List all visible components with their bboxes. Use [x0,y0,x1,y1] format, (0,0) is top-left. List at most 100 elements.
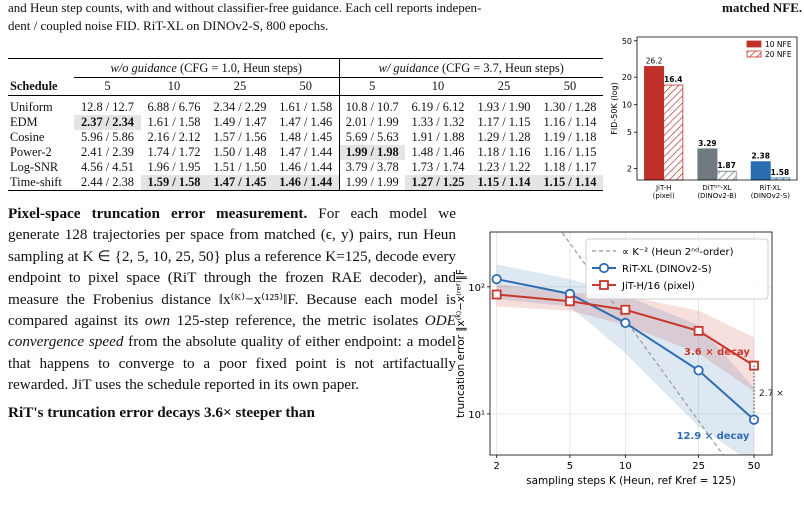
header-cell: 10 [141,77,207,96]
table-cell: 1.15 / 1.14 [471,174,537,190]
table-cell: 2.41 / 2.39 [80,144,134,159]
header-cell: 25 [471,77,537,96]
legend-label: RiT-XL (DINOv2-S) [622,264,712,275]
table-cell: 1.15 / 1.14 [537,174,603,190]
table-cell: 1.59 / 1.58 [141,174,207,190]
table-cell: 1.19 / 1.18 [543,129,597,144]
header-cell: 10 [405,77,471,96]
legend-label: 10 NFE [765,40,792,49]
table-cell: 10.8 / 10.7 [338,95,405,115]
table-row: Time-shift 2.44 / 2.38 1.59 / 1.58 1.47 / 1… [8,174,603,190]
caption-line: dent / coupled noise FID. RiT-XL on DINO… [8,18,329,33]
group-header: w/o guidance (CFG = 1.0, Heun steps) [74,58,339,78]
table-cell: 1.99 / 1.99 [338,174,405,190]
bar [697,148,718,181]
table-cell: 1.57 / 1.56 [213,129,267,144]
marker [693,325,704,336]
bar [663,84,684,181]
value-label: 1.58 [771,168,790,177]
marker [565,296,575,307]
value-label: 1.87 [717,161,736,170]
marker [491,289,502,300]
legend-swatch [746,40,762,48]
x-tick-label: 5 [567,461,573,472]
table-cell: 5.69 / 5.63 [338,129,405,145]
paragraph: Pixel-space truncation error measurement… [8,203,456,396]
table-cell: Log-SNR [10,159,59,174]
y-tick-label: 5 [627,128,632,137]
marker [748,414,760,425]
y-tick-label: 20 [622,73,632,82]
paragraph-text: For each model we generate 128 trajector… [8,205,456,393]
header-cell: 50 [273,77,339,96]
group-header: w/ guidance (CFG = 3.7, Heun steps) [338,58,603,78]
caption-fragment: matched NFE. [722,0,803,15]
axes [636,36,798,181]
table-row: EDM 2.37 / 2.34 1.61 / 1.58 1.49 / 1.47 1.47… [8,114,603,130]
table-cell: 1.49 / 1.47 [213,114,267,129]
table-cell: 1.33 / 1.32 [411,114,465,129]
y-tick-label: 10 [622,101,632,110]
table-cell: 1.18 / 1.17 [543,159,597,174]
legend-marker [598,262,610,274]
x-tick-label: 2 [493,461,499,472]
text-run: ODE convergence speed [8,312,456,351]
table-cell: 1.61 / 1.58 [147,114,201,129]
table-cell: 2.44 / 2.38 [80,174,134,189]
bar [716,170,737,181]
table-row: Uniform 12.8 / 12.7 6.88 / 6.76 2.34 / 2.29… [8,95,603,115]
value-label: 16.4 [664,75,683,84]
x-tick-label: 50 [748,461,761,472]
table-cell: 6.88 / 6.76 [147,99,201,114]
table-row: Log-SNR 4.56 / 4.51 1.96 / 1.95 1.51 / 1.50… [8,159,603,175]
paragraph: RiT's truncation error decays 3.6× steep… [8,402,456,423]
y-tick-label: 50 [622,37,632,46]
table-cell: EDM [10,114,38,129]
marker [693,365,704,376]
group-italic: w/ guidance [378,60,439,75]
y-tick-label: 10¹ [468,410,485,421]
table-cell: 1.47 / 1.44 [279,144,333,159]
table-cell: 2.16 / 2.12 [147,129,201,144]
table-cell: 1.74 / 1.72 [147,144,201,159]
table-cell: 1.46 / 1.44 [273,174,339,190]
table-cell: 6.19 / 6.12 [411,99,465,114]
y-tick-label: 2 [627,165,632,174]
table-cell: 1.46 / 1.44 [279,159,333,174]
table-row: Power-2 2.41 / 2.39 1.74 / 1.72 1.50 / 1.48… [8,144,603,160]
y-axis-label: FID-50K (log) [610,82,619,134]
marker [620,304,631,315]
table-cell: 1.29 / 1.28 [477,129,531,144]
table-cell: Uniform [10,99,53,114]
table-cell: 1.48 / 1.46 [411,144,465,159]
header-row: Schedule 5 10 25 50 5 10 25 50 [8,77,603,96]
table-cell: 1.27 / 1.25 [405,174,471,190]
x-tick-label: DiTᴰᴴ-XL (DINOv2-B) [697,184,737,200]
bar [750,161,771,181]
table-cell: 2.34 / 2.29 [213,99,267,114]
label-line: (pixel) [653,192,675,200]
header-cell: 50 [537,77,603,96]
x-tick-label: 25 [692,461,705,472]
caption-line: and Heun step counts, with and without c… [8,0,482,15]
table-cell: 12.8 / 12.7 [80,99,134,114]
text-run: 125-step reference, the metric isolates [170,312,425,330]
annotation: 2.7 × [759,389,784,399]
group-italic: w/o guidance [110,60,177,75]
table-cell: 1.48 / 1.45 [279,129,333,144]
legend-label: JiT-H/16 (pixel) [621,281,695,292]
legend-swatch [746,50,762,58]
confidence-band [496,284,755,392]
table-cell: 2.37 / 2.34 [74,114,141,130]
legend-box [585,238,769,300]
table-cell: 1.23 / 1.22 [477,159,531,174]
value-label: 26.2 [646,56,663,65]
x-tick-label: RiT-XL (DINOv2-S) [751,184,790,200]
header-cell: 25 [207,77,273,96]
table-cell: Power-2 [10,144,52,159]
table-cell: 1.51 / 1.50 [213,159,267,174]
text-run: own [144,312,171,330]
header-cell: 5 [338,77,405,96]
paragraph-heading: Pixel-space truncation error measurement… [8,205,308,222]
